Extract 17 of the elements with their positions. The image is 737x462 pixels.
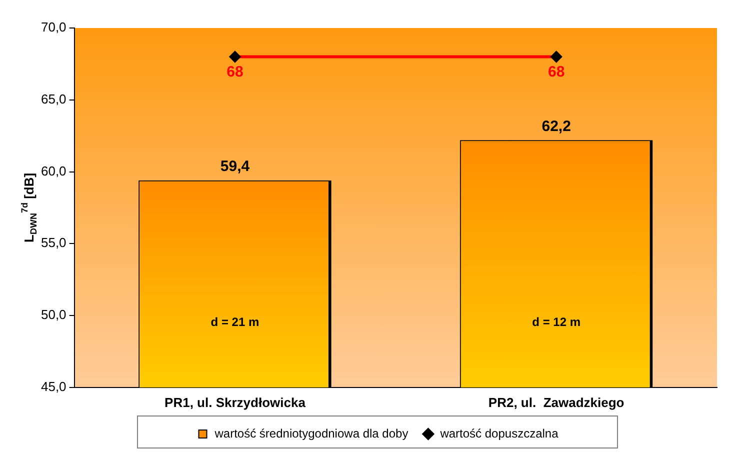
y-tick-label: 45,0 xyxy=(40,378,66,394)
annotation: d = 12 m xyxy=(532,315,581,330)
y-tick-label: 50,0 xyxy=(40,307,66,322)
y-tick-label: 55,0 xyxy=(40,235,66,250)
y-axis-title: LDWN7d [dB] xyxy=(19,172,38,242)
annotation: d = 21 m xyxy=(210,315,260,330)
data-label: 68 xyxy=(548,63,565,80)
data-label: 62,2 xyxy=(542,118,571,135)
data-label: 68 xyxy=(226,63,244,80)
x-tick-label: PR1, ul. Skrzydłowicka xyxy=(164,394,306,410)
y-tick-label: 65,0 xyxy=(40,91,66,106)
x-tick-label: PR2, ul. Zawadzkiego xyxy=(488,394,624,410)
legend-label: wartość dopuszczalna xyxy=(439,426,559,440)
y-tick-label: 60,0 xyxy=(40,163,66,178)
legend-label: wartość średniotygodniowa dla doby xyxy=(214,426,408,440)
data-label: 59,4 xyxy=(220,158,250,176)
y-tick-label: 70,0 xyxy=(40,20,66,35)
